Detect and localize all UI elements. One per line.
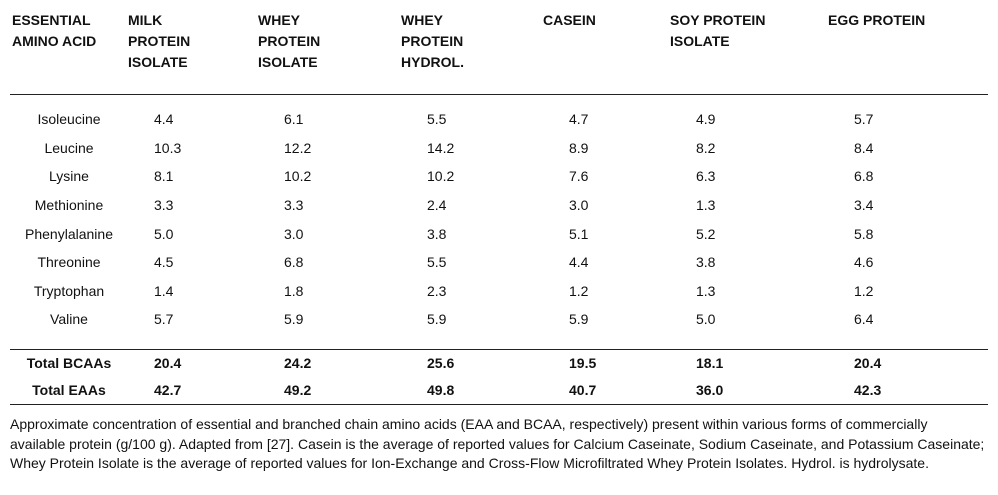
value-cell: 7.6 [569,168,589,185]
table-caption: Approximate concentration of essential a… [10,416,985,471]
value-cell: 3.0 [284,225,304,242]
table-row: Tryptophan 1.4 1.8 2.3 1.2 1.3 1.2 [10,277,988,306]
value-cell: 8.9 [569,139,589,156]
data-rows: Isoleucine 4.4 6.1 5.5 4.7 4.9 5.7 Leucine 10.3 1… [10,95,988,350]
value-cell: 5.2 [696,225,716,242]
header-milk-protein-isolate: MILK PROTEIN ISOLATE [128,6,258,95]
value-cell: 4.4 [569,254,589,271]
row-label: Phenylalanine [25,225,113,242]
value-cell: 49.2 [258,376,401,405]
value-cell: 40.7 [543,376,670,405]
row-label: Lysine [49,168,89,185]
value-cell: 5.9 [427,311,447,328]
value-cell: 8.1 [154,168,174,185]
amino-acid-table: ESSENTIAL AMINO ACID MILK PROTEIN ISOLAT… [10,6,988,405]
value-cell: 1.2 [569,282,589,299]
value-cell: 42.7 [128,376,258,405]
table-row: Methionine 3.3 3.3 2.4 3.0 1.3 3.4 [10,191,988,220]
header-egg-protein: EGG PROTEIN [828,6,988,95]
value-cell: 5.1 [569,225,589,242]
value-cell: 3.4 [854,197,874,214]
value-cell: 5.7 [154,311,174,328]
value-cell: 8.4 [854,139,874,156]
value-cell: 4.4 [154,111,174,128]
value-cell: 10.3 [154,139,182,156]
value-cell: 5.5 [427,254,447,271]
value-cell: 2.3 [427,282,447,299]
row-label: Tryptophan [33,282,105,299]
table-row: Isoleucine 4.4 6.1 5.5 4.7 4.9 5.7 [10,95,988,134]
value-cell: 25.6 [427,355,455,372]
value-cell: 5.9 [569,311,589,328]
row-label: Leucine [44,139,94,156]
header-row: ESSENTIAL AMINO ACID MILK PROTEIN ISOLAT… [10,6,988,95]
table-row: Threonine 4.5 6.8 5.5 4.4 3.8 4.6 [10,248,988,277]
value-cell: 20.4 [854,355,882,372]
header-whey-protein-hydrolysate: WHEY PROTEIN HYDROL. [401,6,543,95]
total-row: Total BCAAs 20.4 24.2 25.6 19.5 18.1 20.4 [10,349,988,377]
value-cell: 4.6 [854,254,874,271]
value-cell: 5.7 [854,111,874,128]
value-cell: 4.9 [696,111,716,128]
header-essential-amino-acid: ESSENTIAL AMINO ACID [10,6,128,95]
section-divider [10,333,988,350]
totals-rows: Total BCAAs 20.4 24.2 25.6 19.5 18.1 20.4 Total… [10,349,988,405]
value-cell: 1.2 [854,282,874,299]
value-cell: 3.3 [284,197,304,214]
value-cell: 24.2 [284,355,312,372]
value-cell: 3.8 [696,254,716,271]
value-cell: 10.2 [284,168,312,185]
row-label: Total EAAs [10,376,128,405]
value-cell: 5.9 [284,311,304,328]
value-cell: 3.3 [154,197,174,214]
value-cell: 4.7 [569,111,589,128]
header-whey-protein-isolate: WHEY PROTEIN ISOLATE [258,6,401,95]
value-cell: 19.5 [569,355,597,372]
value-cell: 6.4 [854,311,874,328]
value-cell: 18.1 [696,355,724,372]
table-row: Leucine 10.3 12.2 14.2 8.9 8.2 8.4 [10,134,988,163]
value-cell: 3.0 [569,197,589,214]
value-cell: 5.5 [427,111,447,128]
value-cell: 49.8 [401,376,543,405]
value-cell: 42.3 [828,376,988,405]
total-row: Total EAAs 42.7 49.2 49.8 40.7 36.0 42.3 [10,376,988,405]
row-label: Total BCAAs [26,355,112,372]
value-cell: 6.1 [284,111,304,128]
table-row: Phenylalanine 5.0 3.0 3.8 5.1 5.2 5.8 [10,219,988,248]
value-cell: 1.8 [284,282,304,299]
value-cell: 6.3 [696,168,716,185]
value-cell: 8.2 [696,139,716,156]
value-cell: 5.8 [854,225,874,242]
header-casein: CASEIN [543,6,670,95]
row-label: Isoleucine [37,111,101,128]
value-cell: 1.3 [696,282,716,299]
value-cell: 4.5 [154,254,174,271]
value-cell: 36.0 [670,376,828,405]
value-cell: 1.4 [154,282,174,299]
value-cell: 1.3 [696,197,716,214]
value-cell: 14.2 [427,139,455,156]
header-soy-protein-isolate: SOY PROTEIN ISOLATE [670,6,828,95]
row-label: Threonine [37,254,101,271]
value-cell: 5.0 [154,225,174,242]
value-cell: 20.4 [154,355,182,372]
value-cell: 3.8 [427,225,447,242]
value-cell: 6.8 [284,254,304,271]
value-cell: 10.2 [427,168,455,185]
value-cell: 12.2 [284,139,312,156]
table-row: Lysine 8.1 10.2 10.2 7.6 6.3 6.8 [10,162,988,191]
value-cell: 5.0 [696,311,716,328]
table-row: Valine 5.7 5.9 5.9 5.9 5.0 6.4 [10,305,988,334]
value-cell: 2.4 [427,197,447,214]
row-label: Methionine [34,197,104,214]
row-label: Valine [50,311,88,328]
value-cell: 6.8 [854,168,874,185]
